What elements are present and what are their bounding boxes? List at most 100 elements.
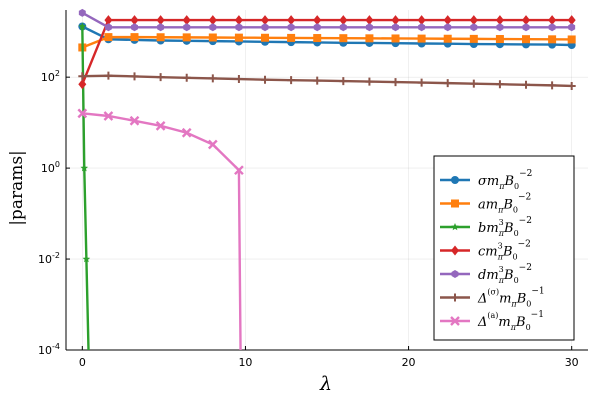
data-point bbox=[156, 73, 165, 82]
x-axis-label: λ bbox=[319, 373, 332, 395]
data-point bbox=[391, 15, 400, 26]
data-point bbox=[469, 79, 478, 88]
series-line bbox=[81, 11, 572, 29]
data-point bbox=[568, 23, 576, 32]
data-point bbox=[339, 23, 347, 32]
data-point bbox=[522, 80, 531, 89]
legend-label: cm3 πB0−2 bbox=[478, 240, 531, 262]
data-point bbox=[131, 23, 138, 32]
data-point bbox=[287, 23, 295, 32]
data-point bbox=[287, 33, 296, 42]
data-point bbox=[155, 121, 166, 131]
series-line bbox=[82, 74, 572, 88]
data-point bbox=[365, 23, 373, 32]
legend-label: Δ(a)mπB0−1 bbox=[477, 310, 544, 332]
data-point bbox=[470, 23, 478, 32]
data-point bbox=[522, 35, 531, 44]
legend-item: σmπB0−2 bbox=[440, 169, 532, 191]
legend-item: cm3 πB0−2 bbox=[440, 240, 531, 262]
data-point bbox=[339, 15, 348, 26]
data-point bbox=[443, 34, 452, 43]
data-point bbox=[261, 75, 270, 84]
data-point bbox=[103, 111, 114, 121]
series-line bbox=[81, 25, 572, 47]
data-point bbox=[365, 34, 374, 43]
data-point bbox=[451, 176, 459, 184]
data-point bbox=[183, 23, 191, 32]
data-point bbox=[130, 33, 139, 42]
data-point bbox=[313, 15, 322, 26]
series-2 bbox=[78, 22, 91, 350]
data-point bbox=[391, 34, 400, 43]
data-point bbox=[261, 33, 270, 42]
data-point bbox=[443, 15, 452, 26]
data-point bbox=[548, 23, 556, 32]
data-point bbox=[522, 15, 531, 26]
x-tick-label: 0 bbox=[79, 356, 86, 369]
data-point bbox=[548, 15, 557, 26]
data-point bbox=[339, 34, 348, 43]
data-point bbox=[417, 34, 426, 43]
data-point bbox=[77, 108, 88, 119]
data-point bbox=[234, 75, 243, 84]
data-point bbox=[82, 255, 91, 263]
legend-label: σmπB0−2 bbox=[478, 169, 532, 191]
data-point bbox=[78, 79, 87, 90]
data-point bbox=[234, 33, 243, 42]
data-point bbox=[392, 23, 399, 32]
data-point bbox=[235, 23, 243, 32]
data-point bbox=[496, 23, 504, 32]
legend-item: dm3 πB0−2 bbox=[440, 263, 532, 285]
data-point bbox=[443, 79, 452, 88]
legend-item: Δ(σ)mπB0−1 bbox=[440, 287, 545, 309]
data-point bbox=[182, 15, 191, 26]
data-point bbox=[208, 15, 217, 26]
y-tick-label: 100 bbox=[41, 160, 60, 175]
data-point bbox=[451, 270, 459, 278]
data-point bbox=[156, 33, 165, 42]
data-point bbox=[234, 165, 244, 176]
data-point bbox=[417, 15, 426, 26]
data-point bbox=[567, 35, 576, 44]
data-point bbox=[450, 316, 460, 326]
series-4 bbox=[78, 8, 576, 32]
data-point bbox=[418, 23, 426, 32]
legend-item: Δ(a)mπB0−1 bbox=[440, 310, 544, 332]
data-point bbox=[451, 223, 459, 231]
series-6 bbox=[77, 108, 244, 350]
data-point bbox=[444, 23, 452, 32]
data-point bbox=[339, 77, 348, 86]
data-point bbox=[261, 23, 269, 32]
data-point bbox=[130, 72, 139, 81]
data-point bbox=[156, 15, 165, 26]
data-point bbox=[495, 80, 504, 89]
data-point bbox=[365, 77, 374, 86]
data-point bbox=[104, 15, 113, 26]
legend-label: bm3 πB0−2 bbox=[478, 216, 532, 238]
tick-labels: 0 10 20 30 10-4 10-2 100 102 bbox=[38, 69, 579, 369]
data-point bbox=[313, 76, 322, 85]
data-point bbox=[451, 293, 459, 302]
data-point bbox=[181, 127, 192, 138]
data-point bbox=[495, 35, 504, 44]
data-point bbox=[182, 33, 191, 42]
data-point bbox=[78, 22, 87, 30]
data-point bbox=[469, 15, 478, 26]
series-3 bbox=[78, 15, 576, 90]
series-line bbox=[81, 26, 90, 350]
data-point bbox=[495, 15, 504, 26]
y-tick-label: 102 bbox=[41, 69, 60, 84]
data-point bbox=[313, 34, 322, 43]
data-point bbox=[182, 73, 191, 82]
series-line bbox=[82, 112, 242, 350]
data-point bbox=[417, 78, 426, 87]
data-point bbox=[104, 33, 113, 42]
data-point bbox=[567, 15, 576, 26]
legend-label: amπB0−2 bbox=[478, 193, 531, 215]
data-point bbox=[261, 15, 270, 26]
y-tick-label: 10-2 bbox=[38, 251, 60, 266]
data-point bbox=[234, 15, 243, 26]
legend-label: dm3 πB0−2 bbox=[478, 263, 532, 285]
x-tick-label: 30 bbox=[565, 356, 579, 369]
